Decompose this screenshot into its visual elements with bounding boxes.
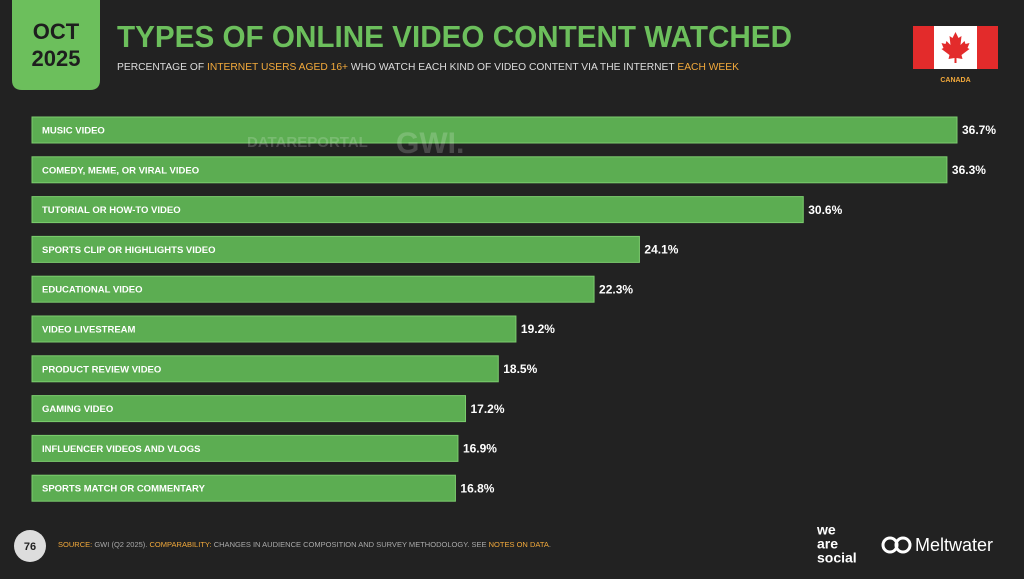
bar [31,196,804,224]
category-label: EDUCATIONAL VIDEO [42,285,142,296]
category-label: PRODUCT REVIEW VIDEO [42,364,161,375]
category-label: TUTORIAL OR HOW-TO VIDEO [42,205,181,216]
page-badge [14,530,46,562]
value-label: 16.8% [460,481,494,495]
bar [31,355,499,383]
watermark: GWI. [396,127,464,160]
watermark: DATAREPORTAL [247,134,368,151]
bar [31,434,459,462]
value-label: 18.5% [503,362,537,376]
value-label: 22.3% [599,282,633,296]
logo-text: social [817,550,857,566]
bar [31,235,640,263]
logo-text: Meltwater [915,535,993,555]
category-label: SPORTS CLIP OR HIGHLIGHTS VIDEO [42,245,215,256]
text-part: COMPARABILITY: [150,540,212,549]
value-label: 19.2% [521,322,555,336]
text-part: NOTES ON DATA [489,540,549,549]
logo-text: we [816,522,836,538]
text-part: SOURCE: [58,540,92,549]
text-part: INTERNET USERS AGED 16+ [207,61,348,73]
bar-chart: MUSIC VIDEO 36.7% COMEDY, MEME, OR VIRAL V… [31,116,996,502]
value-label: 17.2% [471,402,505,416]
date-box [12,0,100,90]
category-label: MUSIC VIDEO [42,126,105,137]
value-label: 30.6% [808,203,842,217]
country-label: CANADA [940,77,970,84]
category-label: COMEDY, MEME, OR VIRAL VIDEO [42,165,199,176]
month: OCT [33,19,80,44]
logo-text: are [817,536,838,552]
source: SOURCE: GWI (Q2 2025). COMPARABILITY: CH… [58,540,551,549]
subtitle: PERCENTAGE OF INTERNET USERS AGED 16+ WH… [117,61,739,73]
value-label: 24.1% [644,243,678,257]
bar [31,156,948,184]
bar [31,116,958,144]
meltwater-icon [881,536,912,554]
bar [31,275,595,303]
value-label: 36.7% [962,123,996,137]
category-label: SPORTS MATCH OR COMMENTARY [42,484,206,495]
title: TYPES OF ONLINE VIDEO CONTENT WATCHED [117,19,792,54]
text-part: WHO WATCH EACH KIND OF VIDEO CONTENT VIA… [348,61,677,73]
page-number: 76 [24,541,36,553]
text-part: . [549,540,551,549]
category-label: VIDEO LIVESTREAM [42,325,136,336]
text-part: EACH WEEK [677,61,739,73]
text-part: CHANGES IN AUDIENCE COMPOSITION AND SURV… [212,540,489,549]
text-part: GWI (Q2 2025). [92,540,149,549]
bar [31,474,456,502]
year: 2025 [32,46,81,71]
category-label: GAMING VIDEO [42,404,113,415]
value-label: 16.9% [463,442,497,456]
bar [31,315,517,343]
value-label: 36.3% [952,163,986,177]
text-part: PERCENTAGE OF [117,61,207,73]
bar [31,395,467,423]
flag [913,26,998,69]
category-label: INFLUENCER VIDEOS AND VLOGS [42,444,201,455]
